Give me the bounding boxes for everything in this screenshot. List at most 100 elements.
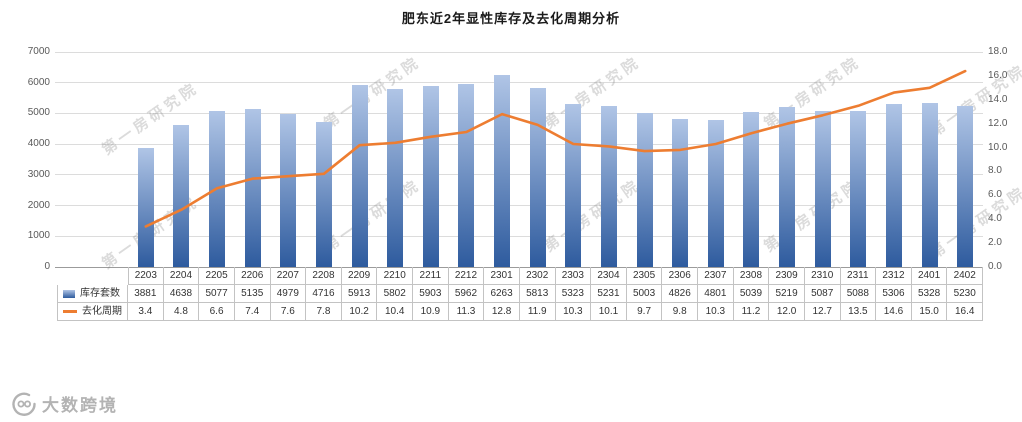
bar — [244, 109, 261, 267]
bar — [957, 106, 974, 267]
category-label: 2205 — [199, 267, 235, 285]
y-axis-left-tick-label: 1000 — [27, 230, 50, 242]
line-value-cell: 9.7 — [626, 303, 663, 321]
bar-value-cell: 4638 — [163, 285, 200, 303]
category-label: 2402 — [947, 267, 983, 285]
chart-title: 肥东近2年显性库存及去化周期分析 — [401, 11, 621, 26]
data-table: 2203 2204 2205 2206 2207 2208 2209 2210 2211 2212… — [57, 267, 983, 321]
bar-value-cell: 5219 — [769, 285, 805, 303]
brand-logo-icon — [10, 392, 36, 416]
category-label: 2211 — [413, 267, 449, 285]
bar-value-cell: 4979 — [270, 285, 307, 303]
line-series — [144, 69, 967, 228]
y-axis-right-tick-label: 6.0 — [988, 189, 1002, 201]
line-value-cell: 9.8 — [662, 303, 698, 321]
line-value-cell: 16.4 — [947, 303, 983, 321]
line-series-swatch-icon — [63, 310, 77, 313]
bar — [707, 119, 724, 267]
category-label: 2212 — [448, 267, 485, 285]
y-axis-left-tick-label: 0 — [44, 261, 50, 272]
line-value-cell: 12.7 — [804, 303, 841, 321]
category-label: 2307 — [698, 267, 734, 285]
category-label: 2303 — [555, 267, 592, 285]
y-axis-left-tick-label: 4000 — [27, 138, 50, 150]
gridline — [55, 205, 983, 207]
category-label: 2207 — [270, 267, 307, 285]
line-value-cell: 11.3 — [448, 303, 485, 321]
y-axis-right-tick-label: 18.0 — [988, 46, 1008, 57]
line-value-cell: 3.4 — [128, 303, 164, 321]
y-axis-right-tick-label: 14.0 — [988, 93, 1008, 105]
bar-value-cell: 5328 — [911, 285, 948, 303]
line-value-cell: 10.1 — [591, 303, 627, 321]
category-label: 2401 — [911, 267, 948, 285]
y-axis-right-tick-label: 4.0 — [988, 213, 1002, 225]
category-label: 2312 — [876, 267, 912, 285]
bar-value-cell: 5039 — [733, 285, 770, 303]
bar — [422, 85, 439, 267]
y-axis-right-tick-label: 2.0 — [988, 237, 1002, 249]
bar — [387, 88, 404, 267]
line-value-cell: 12.8 — [484, 303, 520, 321]
line-value-cell: 10.9 — [413, 303, 449, 321]
line-value-cell: 10.4 — [377, 303, 413, 321]
category-label: 2206 — [234, 267, 271, 285]
line-value-cell: 10.2 — [341, 303, 378, 321]
line-value-cell: 7.4 — [234, 303, 271, 321]
line-value-cell: 11.2 — [733, 303, 770, 321]
gridline — [55, 82, 983, 84]
y-axis-right-tick-label: 16.0 — [988, 69, 1008, 81]
bar — [173, 124, 190, 267]
bar — [743, 112, 760, 267]
bar — [814, 110, 831, 267]
bar-value-cell: 5088 — [840, 285, 877, 303]
y-axis-right-tick-label: 10.0 — [988, 141, 1008, 153]
bar-value-cell: 6263 — [484, 285, 520, 303]
y-axis-left-tick-label: 3000 — [27, 168, 50, 180]
bar-value-cell: 5813 — [519, 285, 556, 303]
gridline — [55, 143, 983, 145]
category-label: 2203 — [128, 267, 164, 285]
line-value-cell: 10.3 — [555, 303, 592, 321]
line-value-cell: 10.3 — [698, 303, 734, 321]
bar — [885, 104, 902, 267]
category-label: 2311 — [840, 267, 877, 285]
bar-value-cell: 4716 — [306, 285, 342, 303]
line-value-cell: 13.5 — [840, 303, 877, 321]
category-label: 2209 — [341, 267, 378, 285]
category-label: 2308 — [733, 267, 770, 285]
category-label: 2302 — [519, 267, 556, 285]
category-label: 2301 — [484, 267, 520, 285]
gridline — [55, 51, 983, 53]
y-axis-right-tick-label: 8.0 — [988, 165, 1002, 177]
bar — [850, 110, 867, 267]
category-label: 2305 — [626, 267, 663, 285]
gridline — [55, 235, 983, 237]
bar-value-cell: 5903 — [413, 285, 449, 303]
category-label: 2208 — [306, 267, 342, 285]
brand-name: 大数跨境 — [42, 396, 118, 415]
y-axis-left-tick-label: 6000 — [27, 76, 50, 88]
gridline — [55, 112, 983, 114]
bar-value-cell: 5913 — [341, 285, 378, 303]
y-axis-right-tick-label: 12.0 — [988, 117, 1008, 129]
bar-value-cell: 5087 — [804, 285, 841, 303]
bar-value-cell: 4801 — [698, 285, 734, 303]
y-axis-left-tick-label: 5000 — [27, 107, 50, 119]
category-label: 2204 — [163, 267, 200, 285]
line-value-cell: 11.9 — [519, 303, 556, 321]
line-value-cell: 12.0 — [769, 303, 805, 321]
gridline — [55, 174, 983, 176]
line-value-cell: 6.6 — [199, 303, 235, 321]
legend-item-inventory: 库存套数 — [57, 285, 128, 303]
category-label: 2309 — [769, 267, 805, 285]
brand-logo: 大数跨境 — [10, 391, 118, 416]
bar-value-cell: 4826 — [662, 285, 698, 303]
bar — [529, 88, 546, 267]
category-label: 2306 — [662, 267, 698, 285]
bar-value-cell: 5231 — [591, 285, 627, 303]
bar-series — [128, 52, 983, 267]
bar — [315, 122, 332, 267]
